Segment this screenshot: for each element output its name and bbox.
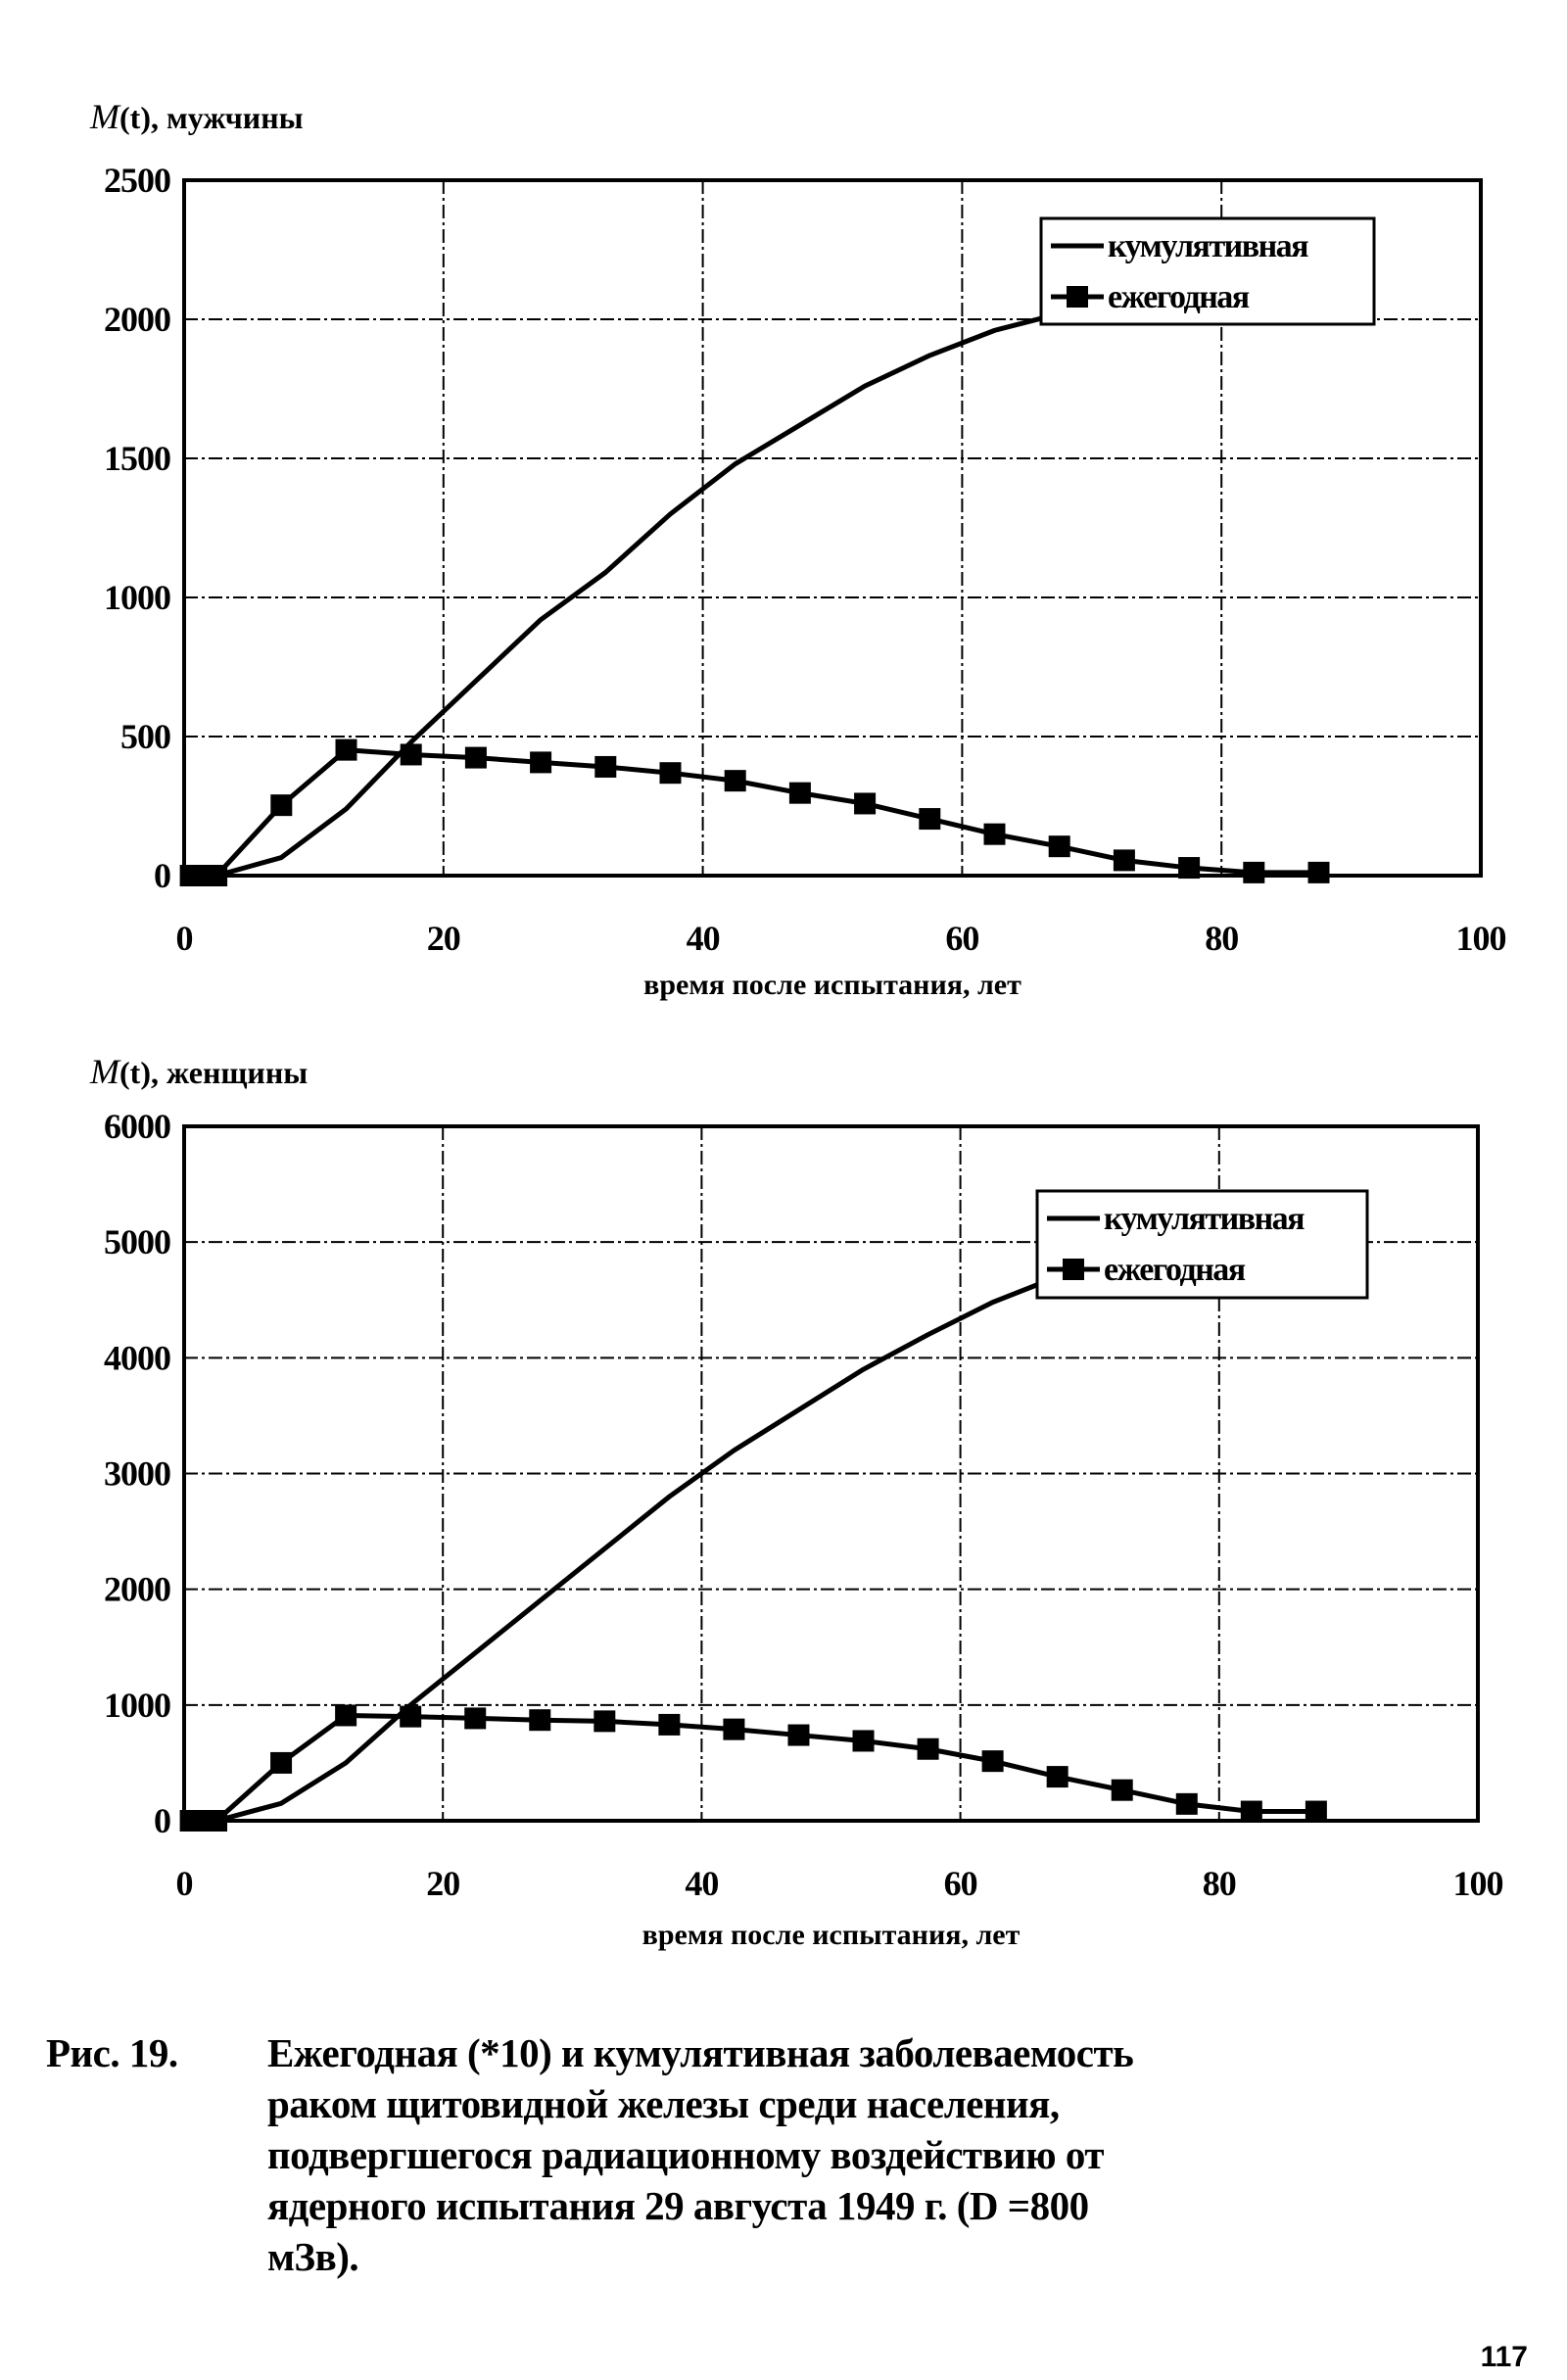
legend-label: кумулятивная (1108, 228, 1308, 264)
y-tick-label: 5000 (104, 1222, 170, 1261)
data-point-marker (723, 1718, 745, 1740)
legend: кумулятивная ежегодная (1035, 1189, 1369, 1300)
data-point-marker (1111, 1779, 1133, 1801)
legend-label: ежегодная (1108, 279, 1250, 315)
legend: кумулятивная ежегодная (1039, 216, 1376, 326)
x-tick-label: 40 (687, 919, 720, 958)
data-point-marker (270, 794, 293, 817)
x-tick-label: 20 (427, 919, 460, 958)
y-tick-label: 2000 (104, 300, 170, 339)
x-tick-label: 60 (945, 919, 978, 958)
caption-line: раком щитовидной железы среди населения, (267, 2081, 1060, 2126)
ylabel-text: , мужчины (150, 100, 304, 135)
x-tick-label: 80 (1205, 919, 1238, 958)
data-point-marker (724, 770, 746, 792)
x-tick-label: 0 (176, 919, 193, 958)
data-point-marker (787, 1724, 810, 1746)
data-point-marker (1175, 1792, 1198, 1815)
data-point-marker (919, 808, 941, 831)
ylabel-var: (t) (119, 1055, 151, 1090)
x-axis-label: время после испытания, лет (643, 969, 1021, 1001)
data-point-marker (335, 738, 357, 761)
y-tick-label: 3000 (104, 1454, 170, 1494)
data-point-marker (854, 792, 877, 815)
ylabel-var: (t) (119, 100, 151, 135)
data-point-marker (464, 1707, 487, 1730)
series-line-annual (190, 1712, 1316, 1824)
y-tick-label: 4000 (104, 1338, 170, 1377)
data-point-marker (1178, 857, 1201, 880)
data-point-marker (400, 743, 422, 766)
y-tick-label: 0 (154, 1801, 170, 1840)
data-point-marker (529, 1709, 551, 1732)
y-tick-label: 1000 (104, 578, 170, 617)
series-line-cumulative (190, 1257, 1123, 1824)
data-point-marker (335, 1704, 357, 1727)
data-point-marker (1243, 861, 1265, 883)
x-tick-label: 0 (176, 1864, 193, 1903)
y-tick-label: 1500 (104, 439, 170, 478)
data-point-marker (658, 1713, 681, 1736)
y-tick-label: 6000 (104, 1107, 170, 1146)
ylabel-symbol: M (90, 1052, 119, 1091)
data-point-marker (1240, 1800, 1262, 1823)
chart-1-ylabel: M(t), мужчины (90, 96, 304, 137)
data-point-marker (270, 1751, 293, 1774)
data-point-marker (917, 1737, 939, 1760)
chart-1: 0 500 1000 1500 2000 2500 0 20 40 60 80 100 время по… (104, 161, 1507, 1001)
data-point-marker (788, 782, 811, 804)
plot-frame (182, 1124, 1480, 1823)
chart-2-ylabel: M(t), женщины (90, 1051, 308, 1092)
caption-body: Ежегодная (*10) и кумулятивная заболевае… (267, 2027, 1134, 2282)
data-point-marker (594, 1710, 616, 1733)
x-tick-label: 80 (1203, 1864, 1236, 1903)
chart-2: 0 1000 2000 3000 4000 5000 6000 0 20 40 60 80 100 вре… (104, 1107, 1504, 1951)
y-tick-label: 0 (154, 856, 170, 895)
y-tick-label: 2500 (104, 161, 170, 200)
ylabel-text: , женщины (150, 1055, 309, 1090)
data-point-marker (852, 1730, 875, 1752)
data-point-marker (594, 755, 617, 778)
data-point-marker (530, 751, 552, 774)
caption-line: мЗв). (267, 2234, 359, 2279)
data-point-marker (659, 762, 682, 785)
legend-box (1039, 216, 1376, 326)
x-tick-label: 60 (944, 1864, 977, 1903)
legend-box (1035, 1189, 1369, 1300)
x-axis-label: время после испытания, лет (642, 1919, 1021, 1951)
data-point-marker (1048, 835, 1070, 858)
series-line-cumulative (190, 300, 1125, 879)
data-point-marker (464, 746, 487, 769)
x-tick-label: 100 (1456, 919, 1506, 958)
x-tick-label: 20 (426, 1864, 459, 1903)
x-tick-label: 40 (685, 1864, 718, 1903)
caption-line: подвергшегося радиационному воздействию … (267, 2132, 1104, 2177)
caption-line: ядерного испытания 29 августа 1949 г. (D… (267, 2183, 1089, 2228)
series-line-annual (190, 747, 1319, 879)
y-tick-label: 1000 (104, 1686, 170, 1725)
data-point-marker (983, 823, 1006, 845)
y-tick-label: 2000 (104, 1570, 170, 1609)
data-point-marker (1046, 1766, 1068, 1788)
caption-line: Ежегодная (*10) и кумулятивная заболевае… (267, 2030, 1134, 2075)
legend-label: ежегодная (1104, 1252, 1246, 1288)
data-point-marker (400, 1705, 422, 1728)
data-point-marker (1113, 849, 1135, 872)
legend-label: кумулятивная (1104, 1201, 1305, 1237)
data-point-marker (206, 865, 228, 886)
data-point-marker (981, 1750, 1004, 1773)
data-point-marker (1307, 861, 1330, 883)
page-number: 117 (1480, 2341, 1528, 2373)
y-tick-label: 500 (120, 717, 170, 756)
legend-marker-swatch (1067, 286, 1088, 308)
caption-number: Рис. 19. (46, 2030, 178, 2075)
data-point-marker (1305, 1800, 1327, 1823)
ylabel-symbol: M (90, 97, 119, 136)
x-tick-label: 100 (1453, 1864, 1503, 1903)
data-point-marker (206, 1810, 228, 1832)
legend-marker-swatch (1063, 1259, 1084, 1280)
plot-frame (182, 178, 1483, 878)
